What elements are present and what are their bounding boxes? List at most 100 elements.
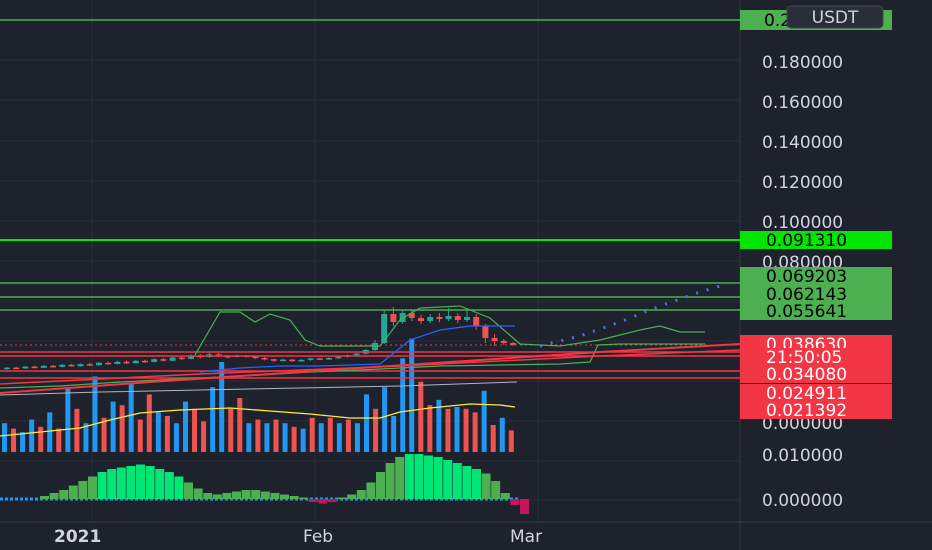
candle-body[interactable] — [215, 354, 222, 356]
histogram-bar — [328, 499, 337, 502]
candle-body[interactable] — [105, 362, 112, 365]
candle-body[interactable] — [307, 358, 314, 360]
candle-body[interactable] — [473, 317, 480, 326]
candle-body[interactable] — [59, 364, 66, 367]
volume-bar — [409, 338, 415, 452]
candle-body[interactable] — [50, 365, 56, 368]
volume-bar — [56, 428, 62, 452]
candle-body[interactable] — [22, 366, 29, 369]
histogram-bar — [97, 472, 107, 499]
candle-body[interactable] — [436, 317, 443, 319]
price-tag[interactable]: 0.034080 — [740, 365, 892, 385]
candle-body[interactable] — [289, 359, 296, 362]
histogram-bar — [472, 469, 481, 499]
currency-badge[interactable]: USDT — [786, 5, 884, 29]
horizontal-levels[interactable] — [0, 19, 740, 379]
time-axis[interactable]: 2021 Feb Mar — [54, 527, 542, 547]
volume-bar — [2, 423, 7, 452]
candle-body[interactable] — [353, 353, 360, 356]
envelope-upper-line — [194, 305, 705, 356]
price-axis[interactable]: 0.180000 0.160000 0.140000 0.120000 0.100000… — [740, 10, 892, 511]
histogram-bar — [414, 454, 424, 499]
candle-body[interactable] — [13, 367, 20, 370]
histogram-bar — [260, 491, 270, 499]
price-tag-label: 0.062143 — [766, 285, 847, 305]
candle-body[interactable] — [261, 358, 268, 360]
price-tag[interactable]: 0.024911 — [740, 384, 892, 404]
candle-body[interactable] — [169, 357, 176, 361]
candle-body[interactable] — [418, 318, 424, 321]
volume-bar — [364, 394, 369, 452]
oscillator-histogram — [0, 454, 529, 514]
volume-bar — [490, 425, 496, 452]
candle-body[interactable] — [188, 355, 194, 359]
volume-bar — [210, 387, 216, 452]
volume-bar — [74, 408, 80, 452]
price-axis-label: 0.180000 — [762, 53, 843, 73]
price-tag[interactable]: 21:50:05 — [740, 348, 892, 368]
histogram-bar — [107, 469, 117, 499]
histogram-bar — [385, 463, 395, 499]
histogram-bar — [40, 496, 49, 499]
candle-body[interactable] — [68, 364, 75, 367]
candle-body[interactable] — [96, 362, 102, 366]
candle-body[interactable] — [123, 361, 130, 364]
price-tag[interactable]: 0.069203 — [740, 267, 892, 287]
time-axis-label: 2021 — [54, 527, 101, 547]
candle-body[interactable] — [270, 359, 277, 361]
candle-body[interactable] — [427, 317, 434, 321]
candle-body[interactable] — [316, 358, 323, 360]
histogram-bar — [164, 472, 174, 499]
histogram-bar — [337, 497, 347, 499]
histogram-bar — [318, 499, 328, 504]
price-tag[interactable]: 0.055641 — [740, 302, 892, 322]
volume-bar — [436, 399, 442, 452]
histogram-bar — [174, 476, 184, 499]
candle-body[interactable] — [160, 359, 167, 361]
volume-bar — [282, 423, 288, 452]
candle-body[interactable] — [142, 360, 148, 363]
candle-body[interactable] — [326, 358, 332, 360]
candle-body[interactable] — [445, 316, 452, 319]
candle-body[interactable] — [77, 364, 84, 367]
candle-body[interactable] — [252, 356, 259, 359]
candle-body[interactable] — [151, 359, 158, 362]
price-tag-bg — [740, 401, 892, 419]
candle-body[interactable] — [491, 338, 498, 341]
price-tag[interactable]: 0.062143 — [740, 285, 892, 305]
candle-body[interactable] — [500, 341, 507, 343]
candle-body[interactable] — [86, 364, 93, 366]
candle-body[interactable] — [132, 360, 139, 364]
candle-body[interactable] — [335, 356, 342, 359]
histogram-bar — [510, 499, 520, 505]
candle-body[interactable] — [280, 359, 286, 362]
volume-bar — [119, 405, 125, 452]
volume-bar — [382, 387, 388, 452]
candle-body[interactable] — [31, 366, 38, 369]
candle-body[interactable] — [298, 359, 305, 362]
volume-bar — [173, 423, 179, 452]
candle-body[interactable] — [510, 343, 516, 345]
candle-body[interactable] — [408, 313, 415, 318]
candle-body[interactable] — [40, 365, 47, 368]
candle-body[interactable] — [381, 314, 388, 343]
candle-body[interactable] — [4, 367, 10, 370]
candle-body[interactable] — [178, 357, 185, 360]
volume-bar — [499, 417, 505, 452]
volume-bar — [336, 423, 342, 452]
price-tag[interactable]: 0.091310 — [740, 231, 892, 251]
price-tag[interactable]: 0.021392 — [740, 401, 892, 421]
candle-body[interactable] — [390, 314, 397, 322]
candle-body[interactable] — [464, 317, 470, 320]
histogram-bar — [404, 454, 414, 499]
candle-body[interactable] — [482, 326, 489, 338]
candle-body[interactable] — [114, 361, 121, 364]
volume-bar — [237, 398, 243, 452]
volume-bar — [291, 426, 297, 452]
candle-body[interactable] — [399, 313, 406, 322]
projection-dots-line — [539, 284, 721, 348]
candle-body[interactable] — [454, 316, 461, 320]
volume-bar — [137, 419, 143, 452]
